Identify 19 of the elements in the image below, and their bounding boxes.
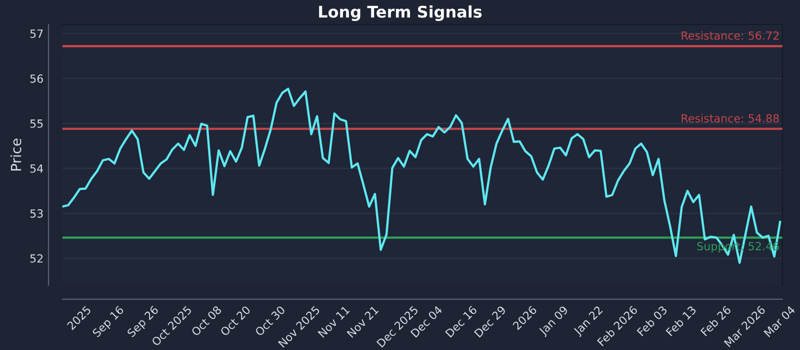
y-axis-title: Price xyxy=(10,138,22,170)
y-tick-label: 55 xyxy=(30,120,43,128)
x-tick-label: Oct 08 xyxy=(190,305,222,336)
chart-title: Long Term Signals xyxy=(319,5,482,21)
x-tick-label: Oct 30 xyxy=(254,305,286,336)
y-tick-label: 56 xyxy=(30,74,43,83)
x-tick-label: Jan 22 xyxy=(572,306,604,338)
y-tick-label: 57 xyxy=(30,30,43,38)
x-tick-label: Sep 16 xyxy=(92,305,126,340)
x-tick-label: Feb 26 xyxy=(700,305,732,336)
y-tick-label: 52 xyxy=(30,254,43,263)
y-tick-label: 53 xyxy=(30,209,43,218)
ref-line-label: Resistance: 56.72 xyxy=(682,31,779,40)
y-tick-label: 54 xyxy=(30,164,44,173)
x-tick-label: Oct 20 xyxy=(220,305,251,336)
ref-line-label: Resistance: 54.88 xyxy=(682,114,779,122)
x-tick-label: Jan 09 xyxy=(538,305,570,338)
x-tick-label: Feb 13 xyxy=(665,305,697,336)
line-series xyxy=(62,88,782,264)
